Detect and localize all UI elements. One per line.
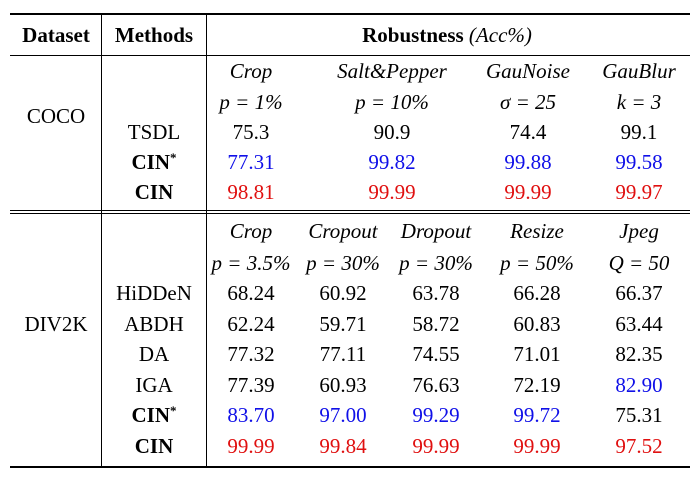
header-robustness: Robustness (Acc%): [362, 23, 532, 47]
value-cell: 99.1: [620, 120, 658, 144]
value-cell: 82.90: [615, 372, 663, 397]
value-cell: 60.93: [319, 372, 367, 397]
value-cell: 75.31: [615, 403, 663, 427]
value-cell: 99.99: [227, 433, 275, 458]
value-cell: 76.63: [412, 372, 460, 397]
value-cell: 97.00: [319, 403, 367, 427]
attack-name: Jpeg: [619, 219, 659, 243]
method-name: CIN: [134, 433, 174, 458]
value-cell: 82.35: [615, 342, 663, 366]
value-cell: 77.31: [227, 150, 275, 174]
method-cell: CIN*: [131, 150, 176, 174]
value-cell: 99.29: [412, 403, 460, 427]
value-cell: 63.78: [412, 281, 460, 305]
method-name: DA: [138, 342, 170, 366]
method-superscript: *: [170, 403, 177, 418]
header-dataset: Dataset: [22, 23, 90, 47]
metric-label: (Acc%): [468, 23, 532, 47]
value-cell: 58.72: [412, 311, 460, 336]
method-cell: HiDDeN: [116, 281, 192, 305]
method-cell: TSDL: [128, 120, 181, 144]
value-cell: 62.24: [227, 311, 275, 336]
attack-param: Q = 50: [608, 251, 670, 275]
value-cell: 99.99: [504, 180, 552, 204]
value-cell: 99.97: [615, 180, 663, 204]
value-cell: 68.24: [227, 281, 275, 305]
value-cell: 90.9: [373, 120, 411, 144]
value-cell: 99.99: [412, 433, 460, 458]
dataset-coco: COCO: [26, 104, 86, 128]
value-cell: 75.3: [232, 120, 270, 144]
robustness-label: Robustness: [362, 23, 464, 47]
value-cell: 99.58: [615, 150, 663, 174]
value-cell: 77.32: [227, 342, 275, 366]
method-cell: CIN*: [131, 403, 176, 427]
value-cell: 74.55: [412, 342, 460, 366]
value-cell: 99.84: [319, 433, 367, 458]
attack-param: p = 3.5%: [211, 251, 291, 275]
method-name: ABDH: [124, 311, 184, 336]
value-cell: 99.82: [368, 150, 416, 174]
value-cell: 83.70: [227, 403, 275, 427]
col-divider-2: [206, 15, 207, 466]
attack-param: k = 3: [616, 90, 662, 114]
value-cell: 72.19: [513, 372, 561, 397]
bottom-rule: [10, 466, 690, 468]
method-name: HiDDeN: [116, 281, 192, 305]
attack-name: Dropout: [400, 219, 472, 243]
value-cell: 97.52: [615, 433, 663, 458]
value-cell: 99.99: [368, 180, 416, 204]
value-cell: 74.4: [509, 120, 547, 144]
value-cell: 99.88: [504, 150, 552, 174]
col-divider-1: [101, 15, 102, 466]
method-name: IGA: [135, 372, 173, 397]
value-cell: 71.01: [513, 342, 561, 366]
section-rule-1: [10, 210, 690, 211]
value-cell: 99.99: [513, 433, 561, 458]
method-cell: DA: [139, 342, 169, 366]
section-rule-2: [10, 213, 690, 214]
attack-name: Salt&Pepper: [337, 59, 447, 83]
value-cell: 66.28: [513, 281, 561, 305]
attack-name: Crop: [229, 219, 273, 243]
attack-name: Resize: [510, 219, 564, 243]
attack-name: Crop: [229, 59, 273, 83]
attack-name: GauNoise: [486, 59, 570, 83]
header-methods: Methods: [114, 23, 194, 47]
value-cell: 60.83: [513, 311, 561, 336]
attack-param: p = 1%: [219, 90, 283, 114]
value-cell: 66.37: [615, 281, 663, 305]
value-cell: 98.81: [227, 180, 275, 204]
attack-param: p = 30%: [306, 251, 380, 275]
method-cell: CIN: [135, 180, 174, 204]
top-rule: [10, 13, 690, 15]
value-cell: 77.39: [227, 372, 275, 397]
method-name: CIN: [131, 150, 171, 174]
value-cell: 60.92: [319, 281, 367, 305]
attack-name: Cropout: [308, 219, 378, 243]
attack-param: p = 50%: [500, 251, 574, 275]
method-name: TSDL: [127, 120, 181, 144]
value-cell: 63.44: [615, 311, 663, 336]
method-cell: IGA: [135, 373, 172, 397]
method-name: CIN: [134, 180, 174, 204]
method-cell: CIN: [135, 434, 174, 458]
header-rule: [10, 55, 690, 56]
attack-name: GauBlur: [602, 59, 676, 83]
attack-param: p = 10%: [355, 90, 429, 114]
value-cell: 59.71: [319, 311, 367, 336]
value-cell: 99.72: [513, 403, 561, 427]
method-cell: ABDH: [124, 312, 184, 336]
attack-param: σ = 25: [499, 90, 557, 114]
method-name: CIN: [131, 403, 171, 427]
method-superscript: *: [170, 150, 177, 165]
value-cell: 77.11: [319, 342, 367, 366]
attack-param: p = 30%: [399, 251, 473, 275]
dataset-div2k: DIV2K: [24, 312, 88, 336]
